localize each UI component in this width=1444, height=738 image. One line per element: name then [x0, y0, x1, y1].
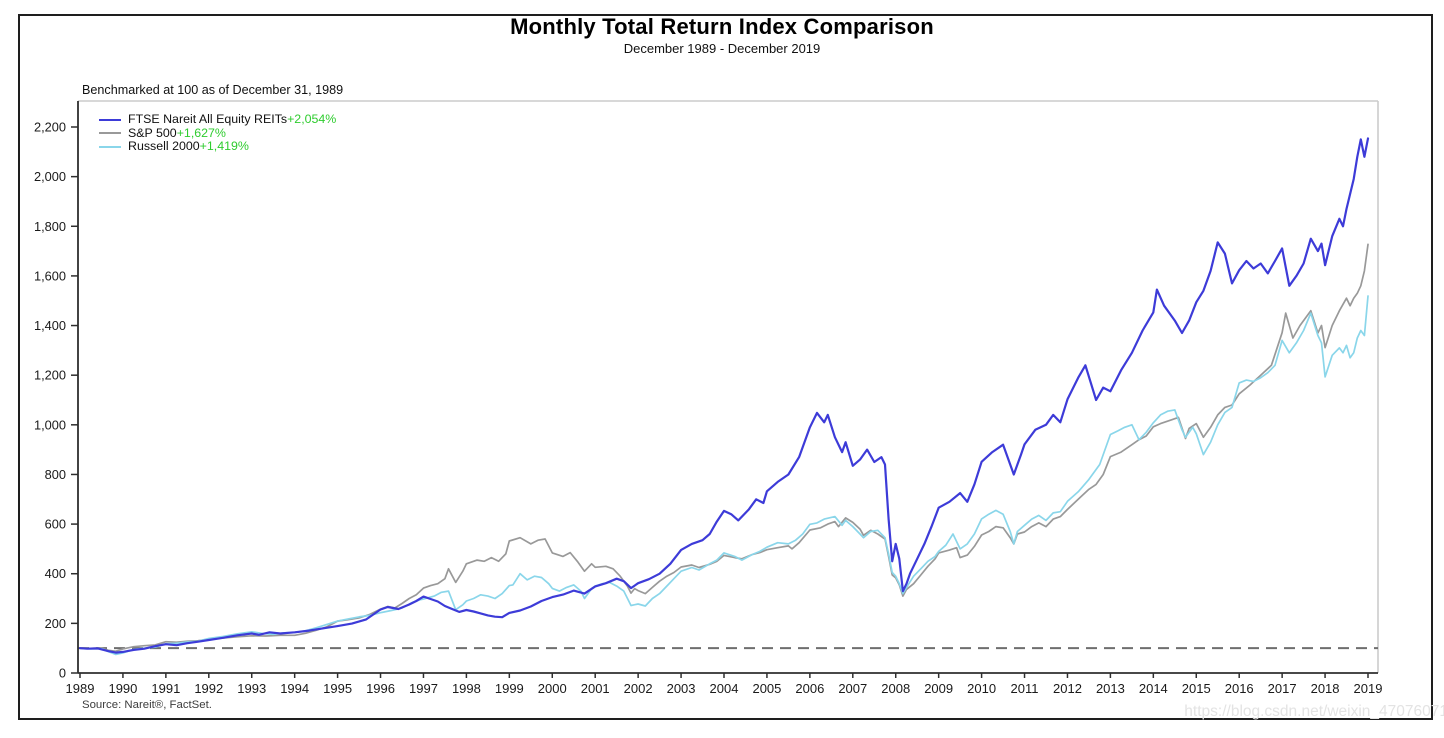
y-tick-label: 1,200: [34, 368, 66, 383]
x-tick-label: 2011: [1011, 681, 1039, 696]
x-tick-label: 2013: [1096, 681, 1125, 696]
x-tick-label: 1997: [409, 681, 438, 696]
legend-label-russell: Russell 2000: [128, 139, 200, 153]
legend-return-reits: +2,054%: [287, 112, 337, 126]
x-tick-label: 2007: [838, 681, 867, 696]
x-tick-label: 2015: [1182, 681, 1211, 696]
y-tick-label: 0: [59, 666, 66, 681]
x-tick-label: 1990: [108, 681, 137, 696]
x-tick-label: 2014: [1139, 681, 1168, 696]
x-tick-label: 2006: [795, 681, 824, 696]
y-tick-label: 2,000: [34, 169, 66, 184]
x-tick-label: 2003: [667, 681, 696, 696]
legend: FTSE Nareit All Equity REITs +2,054% S&P…: [99, 112, 337, 154]
x-tick-label: 2017: [1268, 681, 1297, 696]
legend-swatch-russell: [99, 145, 121, 148]
legend-swatch-reits: [99, 118, 121, 121]
x-tick-label: 1993: [237, 681, 266, 696]
x-tick-label: 2016: [1225, 681, 1254, 696]
legend-item-sp500: S&P 500 +1,627%: [99, 125, 336, 141]
y-tick-label: 1,800: [34, 219, 66, 234]
x-tick-label: 1991: [151, 681, 180, 696]
page-title: Monthly Total Return Index Comparison: [510, 14, 934, 39]
y-tick-label: 400: [45, 566, 66, 581]
y-tick-label: 1,000: [34, 417, 66, 432]
x-tick-label: 1998: [452, 681, 481, 696]
legend-return-sp500: +1,627%: [176, 125, 226, 140]
x-tick-label: 2012: [1053, 681, 1082, 696]
chart-frame: [18, 14, 1433, 720]
x-tick-label: 2002: [624, 681, 653, 696]
legend-item-russell: Russell 2000 +1,419%: [99, 139, 336, 154]
x-tick-label: 1996: [366, 681, 395, 696]
y-tick-label: 200: [45, 616, 66, 631]
legend-item-reits: FTSE Nareit All Equity REITs +2,054%: [99, 112, 337, 127]
x-tick-label: 1989: [66, 681, 95, 696]
x-tick-label: 2010: [967, 681, 996, 696]
source-note: Source: Nareit®, FactSet.: [82, 699, 212, 711]
x-tick-label: 1995: [323, 681, 352, 696]
y-tick-label: 1,400: [34, 318, 66, 333]
x-tick-label: 2018: [1311, 681, 1340, 696]
x-tick-label: 2005: [752, 681, 781, 696]
x-tick-label: 2001: [581, 681, 610, 696]
series-line-1: [79, 243, 1369, 653]
x-tick-label: 2009: [924, 681, 953, 696]
x-tick-label: 1992: [194, 681, 223, 696]
legend-return-russell: +1,419%: [199, 139, 249, 153]
benchmark-note: Benchmarked at 100 as of December 31, 19…: [82, 83, 344, 97]
x-tick-label: 1994: [280, 681, 309, 696]
x-tick-label: 2008: [881, 681, 910, 696]
x-tick-label: 1999: [495, 681, 524, 696]
y-tick-label: 600: [45, 517, 66, 532]
legend-label-sp500: S&P 500: [128, 125, 177, 140]
series-line-2: [79, 295, 1369, 656]
x-tick-label: 2004: [710, 681, 739, 696]
watermark: https://blog.csdn.net/weixin_47076071: [1184, 703, 1444, 720]
y-tick-label: 800: [45, 467, 66, 482]
series-line-0: [78, 137, 1370, 654]
page-subtitle: December 1989 - December 2019: [623, 41, 821, 56]
y-tick-label: 1,600: [34, 268, 66, 283]
x-tick-label: 2000: [538, 681, 567, 696]
legend-label-reits: FTSE Nareit All Equity REITs: [128, 112, 288, 126]
x-tick-label: 2019: [1354, 681, 1383, 696]
legend-swatch-sp500: [99, 132, 121, 135]
y-tick-label: 2,200: [34, 120, 66, 135]
